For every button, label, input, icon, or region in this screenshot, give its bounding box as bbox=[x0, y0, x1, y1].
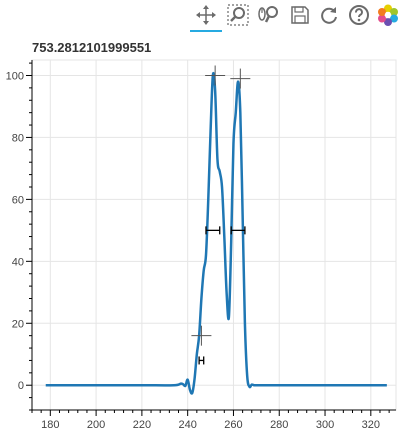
peak-crosshair-marker bbox=[205, 65, 226, 86]
y-tick-label: 60 bbox=[12, 194, 24, 206]
chart-title: 753.2812101999551 bbox=[32, 40, 152, 55]
bokeh-logo[interactable] bbox=[375, 2, 400, 28]
y-tick-label: 100 bbox=[6, 70, 24, 82]
pan-tool[interactable] bbox=[190, 2, 222, 32]
x-tick-label: 240 bbox=[178, 419, 196, 430]
help-icon bbox=[349, 5, 369, 25]
x-tick-label: 260 bbox=[224, 419, 242, 430]
y-tick-label: 80 bbox=[12, 132, 24, 144]
width-interval-marker bbox=[230, 226, 246, 235]
x-tick-label: 300 bbox=[316, 419, 334, 430]
x-tick-label: 280 bbox=[270, 419, 288, 430]
peak-crosshair-marker bbox=[230, 68, 251, 89]
pan-icon bbox=[196, 5, 216, 25]
x-tick-label: 180 bbox=[41, 419, 59, 430]
series-line bbox=[45, 71, 387, 395]
y-tick-label: 0 bbox=[18, 380, 24, 392]
toolbar bbox=[0, 0, 400, 32]
reset-tool[interactable] bbox=[316, 2, 342, 28]
wheel-zoom-icon bbox=[258, 6, 278, 23]
box-zoom-tool[interactable] bbox=[225, 2, 251, 28]
bokeh-logo-icon bbox=[378, 4, 398, 26]
box-zoom-icon bbox=[227, 4, 249, 26]
wheel-zoom-tool[interactable] bbox=[256, 2, 282, 28]
save-icon bbox=[291, 6, 309, 24]
reset-icon bbox=[321, 7, 337, 24]
x-tick-label: 320 bbox=[362, 419, 380, 430]
plot-frame bbox=[31, 59, 397, 411]
y-tick-label: 20 bbox=[12, 318, 24, 330]
width-interval-marker bbox=[198, 356, 205, 365]
y-tick-label: 40 bbox=[12, 256, 24, 268]
x-tick-label: 220 bbox=[133, 419, 151, 430]
help-tool[interactable] bbox=[346, 2, 372, 28]
save-tool[interactable] bbox=[287, 2, 313, 28]
width-interval-marker bbox=[205, 226, 221, 235]
x-tick-label: 200 bbox=[87, 419, 105, 430]
peak-crosshair-marker bbox=[191, 325, 212, 346]
